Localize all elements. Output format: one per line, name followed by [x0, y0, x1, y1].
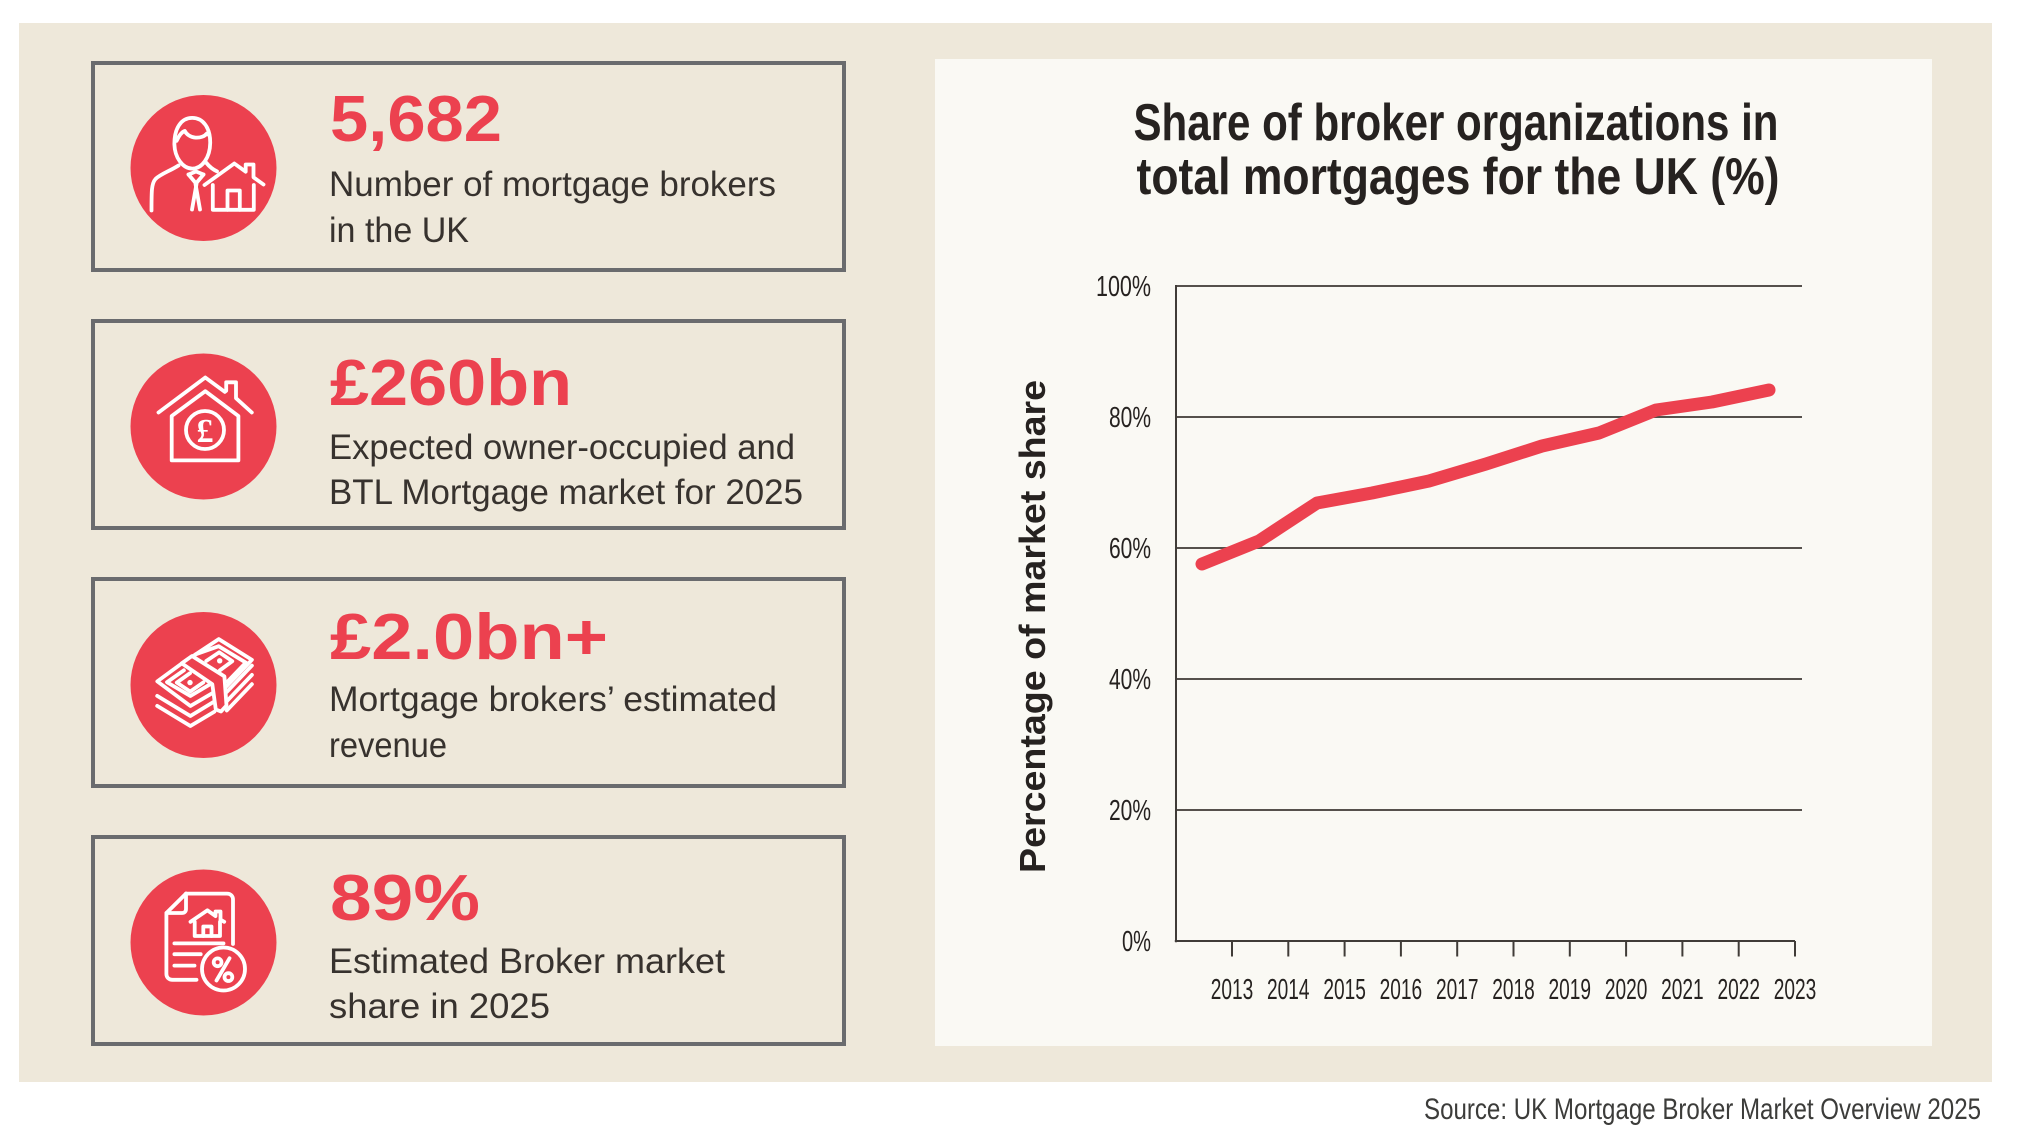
svg-text:60%: 60% — [1109, 533, 1151, 565]
svg-text:revenue: revenue — [329, 726, 447, 765]
svg-text:2019: 2019 — [1549, 974, 1592, 1006]
svg-text:Mortgage brokers’ estimated: Mortgage brokers’ estimated — [329, 680, 777, 719]
svg-text:Estimated Broker market: Estimated Broker market — [329, 942, 725, 981]
svg-text:80%: 80% — [1109, 402, 1151, 434]
svg-text:2014: 2014 — [1267, 974, 1310, 1006]
svg-text:2017: 2017 — [1436, 974, 1479, 1006]
svg-text:2013: 2013 — [1211, 974, 1254, 1006]
svg-text:20%: 20% — [1109, 795, 1151, 827]
svg-text:0%: 0% — [1122, 926, 1151, 958]
svg-text:2018: 2018 — [1492, 974, 1535, 1006]
svg-text:2015: 2015 — [1323, 974, 1366, 1006]
svg-text:40%: 40% — [1109, 664, 1151, 696]
svg-text:100%: 100% — [1096, 271, 1151, 303]
svg-text:£260bn: £260bn — [330, 346, 572, 419]
svg-text:share in 2025: share in 2025 — [329, 987, 550, 1026]
svg-text:2016: 2016 — [1380, 974, 1423, 1006]
svg-text:Expected owner-occupied and: Expected owner-occupied and — [329, 428, 795, 467]
svg-text:2021: 2021 — [1661, 974, 1704, 1006]
svg-text:Number of mortgage brokers: Number of mortgage brokers — [329, 165, 776, 204]
svg-text:total mortgages for the UK (%): total mortgages for the UK (%) — [1137, 148, 1780, 206]
svg-text:2023: 2023 — [1774, 974, 1817, 1006]
svg-text:BTL Mortgage market for 2025: BTL Mortgage market for 2025 — [329, 473, 803, 512]
svg-text:in the UK: in the UK — [329, 211, 469, 250]
svg-text:Percentage of market share: Percentage of market share — [1012, 380, 1053, 873]
svg-text:2022: 2022 — [1717, 974, 1760, 1006]
svg-text:5,682: 5,682 — [330, 82, 502, 155]
svg-text:89%: 89% — [330, 861, 480, 934]
svg-text:2020: 2020 — [1605, 974, 1648, 1006]
svg-text:Share of broker organizations: Share of broker organizations in — [1134, 94, 1779, 152]
svg-text:£2.0bn+: £2.0bn+ — [330, 600, 608, 673]
svg-text:£: £ — [197, 413, 214, 450]
svg-text:Source: UK Mortgage Broker Mar: Source: UK Mortgage Broker Market Overvi… — [1424, 1093, 1981, 1126]
